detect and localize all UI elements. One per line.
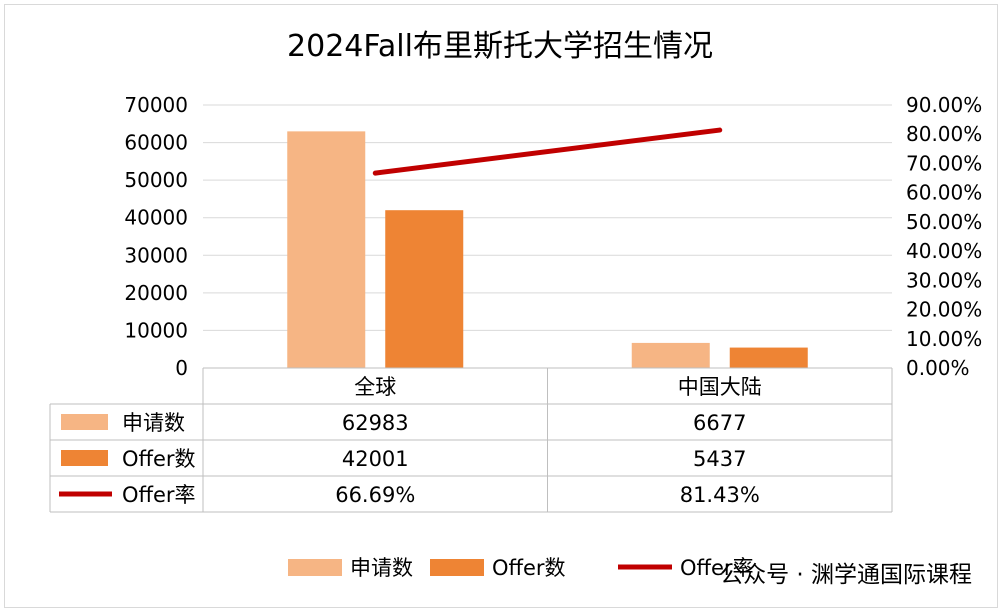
table-legend-key: [61, 450, 108, 466]
right-tick-label: 80.00%: [906, 122, 982, 146]
legend-key: [288, 559, 342, 576]
bar: [631, 342, 710, 368]
table-cell: 62983: [342, 411, 409, 435]
bar: [385, 210, 464, 368]
table-series-label: Offer率: [122, 483, 196, 507]
left-axis: 0 10000 20000 30000 40000 50000 60000 70000: [124, 93, 188, 380]
right-tick-label: 60.00%: [906, 181, 982, 205]
right-tick-label: 0.00%: [906, 356, 970, 380]
chart-frame: [4, 4, 998, 608]
left-tick-label: 10000: [124, 318, 188, 342]
legend-label: 申请数: [350, 556, 413, 580]
chart-title: 2024Fall布里斯托大学招生情况: [287, 29, 713, 64]
bar: [287, 131, 366, 368]
offer-rate-line: [372, 127, 723, 176]
right-tick-label: 50.00%: [906, 210, 982, 234]
right-tick-label: 10.00%: [906, 327, 982, 351]
left-tick-label: 70000: [124, 93, 188, 117]
offer-rate-line-layer: [372, 127, 723, 176]
right-tick-label: 40.00%: [906, 239, 982, 263]
table-cell: 66.69%: [335, 483, 415, 507]
left-tick-label: 0: [175, 356, 188, 380]
table-cell: 6677: [693, 411, 746, 435]
right-tick-label: 70.00%: [906, 151, 982, 175]
right-tick-label: 30.00%: [906, 268, 982, 292]
table-cell: 81.43%: [680, 483, 760, 507]
table-series-label: 申请数: [122, 411, 185, 435]
watermark: 公众号 · 渊学通国际课程: [720, 562, 972, 588]
table-cell: 42001: [342, 447, 409, 471]
legend-label: Offer率: [680, 556, 754, 580]
left-tick-label: 60000: [124, 131, 188, 155]
right-axis: 0.00% 10.00% 20.00% 30.00% 40.00% 50.00% 60.00…: [906, 93, 982, 380]
table-series-label: Offer数: [122, 447, 196, 471]
right-tick-label: 90.00%: [906, 93, 982, 117]
left-tick-label: 50000: [124, 168, 188, 192]
right-tick-label: 20.00%: [906, 298, 982, 322]
bar: [729, 347, 808, 368]
left-tick-label: 20000: [124, 281, 188, 305]
table-cell: 5437: [693, 447, 746, 471]
left-tick-label: 30000: [124, 243, 188, 267]
category-label: 中国大陆: [678, 375, 762, 399]
category-label: 全球: [354, 375, 396, 399]
table-legend-key: [61, 414, 108, 430]
legend-key: [430, 559, 484, 576]
legend-label: Offer数: [492, 556, 566, 580]
legend: 申请数 Offer数 Offer率: [288, 556, 754, 580]
left-tick-label: 40000: [124, 206, 188, 230]
bars: [287, 131, 808, 368]
